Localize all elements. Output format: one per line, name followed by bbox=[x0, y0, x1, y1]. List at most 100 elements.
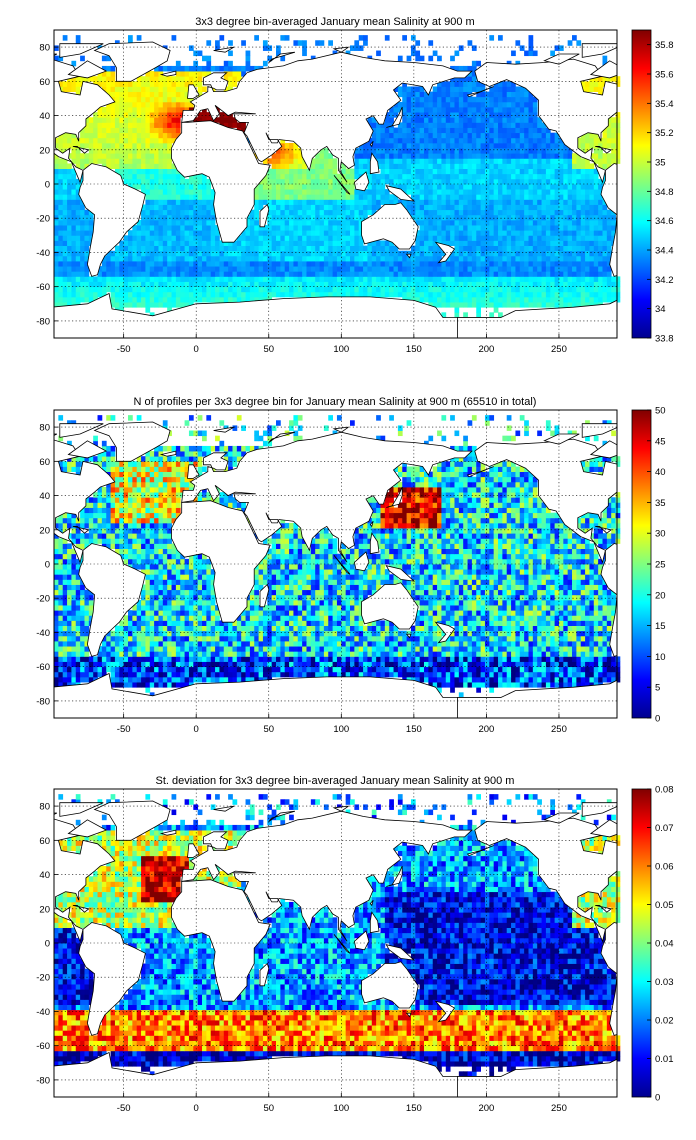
heatmap-cell bbox=[450, 76, 455, 82]
heatmap-cell bbox=[101, 76, 107, 82]
heatmap-cell bbox=[219, 117, 225, 123]
heatmap-cell bbox=[128, 296, 133, 303]
heatmap-cell bbox=[193, 230, 199, 236]
heatmap-cell bbox=[145, 127, 151, 134]
heatmap-cell bbox=[467, 137, 473, 144]
heatmap-cell bbox=[471, 178, 477, 185]
heatmap-cell bbox=[380, 132, 386, 139]
heatmap-cell bbox=[515, 60, 521, 67]
heatmap-cell bbox=[93, 276, 98, 282]
heatmap-cell bbox=[154, 286, 159, 293]
heatmap-cell bbox=[580, 184, 586, 190]
heatmap-cell bbox=[567, 666, 573, 673]
heatmap-cell bbox=[232, 117, 238, 123]
heatmap-cell bbox=[545, 250, 551, 257]
heatmap-cell bbox=[80, 276, 85, 282]
heatmap-cell bbox=[410, 173, 416, 180]
heatmap-cell bbox=[123, 266, 129, 272]
heatmap-cell bbox=[106, 86, 111, 92]
heatmap-cell bbox=[267, 194, 273, 200]
heatmap-cell bbox=[554, 671, 560, 678]
heatmap-cell bbox=[445, 271, 451, 277]
heatmap-cell bbox=[58, 168, 64, 175]
heatmap-cell bbox=[437, 225, 442, 231]
heatmap-cell bbox=[350, 173, 355, 180]
heatmap-cell bbox=[114, 255, 120, 262]
heatmap-cell bbox=[267, 178, 273, 185]
heatmap-cell bbox=[328, 40, 333, 46]
heatmap-cell bbox=[162, 276, 168, 282]
heatmap-cell bbox=[306, 230, 312, 236]
heatmap-cell bbox=[206, 235, 212, 241]
heatmap-cell bbox=[519, 225, 525, 231]
heatmap-cell bbox=[498, 199, 503, 205]
heatmap-cell bbox=[393, 127, 399, 134]
heatmap-cell bbox=[336, 189, 342, 195]
heatmap-cell bbox=[202, 235, 207, 241]
heatmap-cell bbox=[585, 261, 590, 267]
heatmap-cell bbox=[358, 204, 364, 211]
heatmap-cell bbox=[611, 117, 616, 123]
heatmap-cell bbox=[480, 112, 486, 118]
heatmap-cell bbox=[350, 209, 355, 216]
heatmap-cell bbox=[228, 671, 233, 678]
heatmap-cell bbox=[471, 219, 477, 226]
heatmap-cell bbox=[450, 240, 455, 246]
heatmap-cell bbox=[310, 225, 316, 231]
heatmap-cell bbox=[215, 250, 220, 257]
heatmap-cell bbox=[284, 291, 290, 298]
heatmap-cell bbox=[424, 96, 429, 103]
heatmap-cell bbox=[567, 235, 573, 241]
heatmap-cell bbox=[145, 240, 151, 246]
heatmap-cell bbox=[576, 163, 582, 169]
heatmap-cell bbox=[493, 107, 499, 113]
heatmap-cell bbox=[219, 245, 225, 252]
heatmap-cell bbox=[476, 101, 481, 108]
heatmap-cell bbox=[88, 214, 94, 221]
heatmap-cell bbox=[367, 137, 373, 144]
heatmap-cell bbox=[180, 240, 185, 246]
heatmap-cell bbox=[389, 194, 394, 200]
colorbar-tick-label: 34.6 bbox=[655, 216, 674, 227]
heatmap-cell bbox=[75, 250, 81, 257]
coastline bbox=[54, 53, 58, 56]
heatmap-cell bbox=[193, 666, 199, 673]
heatmap-cell bbox=[132, 261, 138, 267]
heatmap-cell bbox=[297, 158, 303, 164]
heatmap-cell bbox=[267, 45, 273, 51]
heatmap-cell bbox=[615, 296, 621, 303]
heatmap-cell bbox=[524, 219, 529, 226]
heatmap-cell bbox=[580, 142, 586, 149]
heatmap-cell bbox=[171, 112, 177, 118]
heatmap-cell bbox=[554, 148, 560, 154]
heatmap-cell bbox=[293, 199, 299, 205]
heatmap-cell bbox=[145, 71, 151, 77]
heatmap-cell bbox=[515, 676, 521, 683]
heatmap-cell bbox=[315, 184, 320, 190]
heatmap-cell bbox=[554, 666, 560, 673]
heatmap-cell bbox=[454, 86, 460, 92]
heatmap-cell bbox=[254, 230, 259, 236]
heatmap-cell bbox=[376, 276, 381, 282]
heatmap-cell bbox=[315, 291, 320, 298]
heatmap-cell bbox=[80, 214, 85, 221]
heatmap-cell bbox=[184, 107, 190, 113]
heatmap-cell bbox=[437, 302, 442, 308]
heatmap-cell bbox=[167, 91, 172, 98]
heatmap-cell bbox=[384, 148, 390, 154]
heatmap-cell bbox=[128, 676, 133, 683]
heatmap-cell bbox=[467, 76, 473, 82]
heatmap-cell bbox=[171, 96, 177, 103]
heatmap-cell bbox=[511, 189, 516, 195]
heatmap-cell bbox=[323, 261, 329, 267]
heatmap-cell bbox=[541, 250, 547, 257]
heatmap-cell bbox=[554, 142, 560, 149]
heatmap-cell bbox=[249, 209, 255, 216]
heatmap-cell bbox=[149, 137, 155, 144]
heatmap-cell bbox=[371, 117, 377, 123]
heatmap-cell bbox=[310, 163, 316, 169]
heatmap-cell bbox=[454, 225, 460, 231]
heatmap-cell bbox=[180, 266, 185, 272]
heatmap-cell bbox=[345, 178, 351, 185]
heatmap-cell bbox=[297, 209, 303, 216]
